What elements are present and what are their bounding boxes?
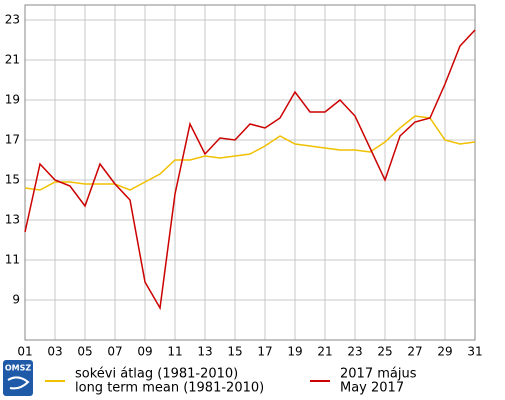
x-tick-label: 11 bbox=[167, 345, 182, 359]
logo-icon bbox=[7, 376, 30, 390]
series-line bbox=[24, 115, 476, 191]
x-tick-label: 25 bbox=[377, 345, 392, 359]
y-tick-label: 13 bbox=[5, 213, 20, 227]
series-line bbox=[24, 29, 476, 311]
x-tick-label: 21 bbox=[317, 345, 332, 359]
x-tick-label: 01 bbox=[17, 345, 32, 359]
legend-label: 2017 május bbox=[340, 367, 417, 382]
x-tick-label: 19 bbox=[287, 345, 302, 359]
x-tick-label: 23 bbox=[347, 345, 362, 359]
y-tick-label: 19 bbox=[5, 93, 20, 107]
x-tick-label: 03 bbox=[47, 345, 62, 359]
y-tick-label: 23 bbox=[5, 13, 20, 27]
x-tick-label: 27 bbox=[407, 345, 422, 359]
plot-border bbox=[24, 4, 476, 341]
y-tick-label: 17 bbox=[5, 133, 20, 147]
logo-text: OMSZ bbox=[5, 364, 32, 373]
x-tick-label: 29 bbox=[437, 345, 452, 359]
x-tick-label: 31 bbox=[467, 345, 482, 359]
y-tick-label: 9 bbox=[12, 293, 20, 307]
x-tick-label: 13 bbox=[197, 345, 212, 359]
legend-label: long term mean (1981-2010) bbox=[75, 381, 264, 396]
y-tick-label: 11 bbox=[5, 253, 20, 267]
y-tick-label: 15 bbox=[5, 173, 20, 187]
x-tick-label: 09 bbox=[137, 345, 152, 359]
x-tick-label: 17 bbox=[257, 345, 272, 359]
x-tick-label: 15 bbox=[227, 345, 242, 359]
x-tick-label: 05 bbox=[77, 345, 92, 359]
x-tick-label: 07 bbox=[107, 345, 122, 359]
legend-label: May 2017 bbox=[340, 381, 404, 396]
y-tick-label: 21 bbox=[5, 53, 20, 67]
legend-label: sokévi átlag (1981-2010) bbox=[75, 367, 238, 382]
